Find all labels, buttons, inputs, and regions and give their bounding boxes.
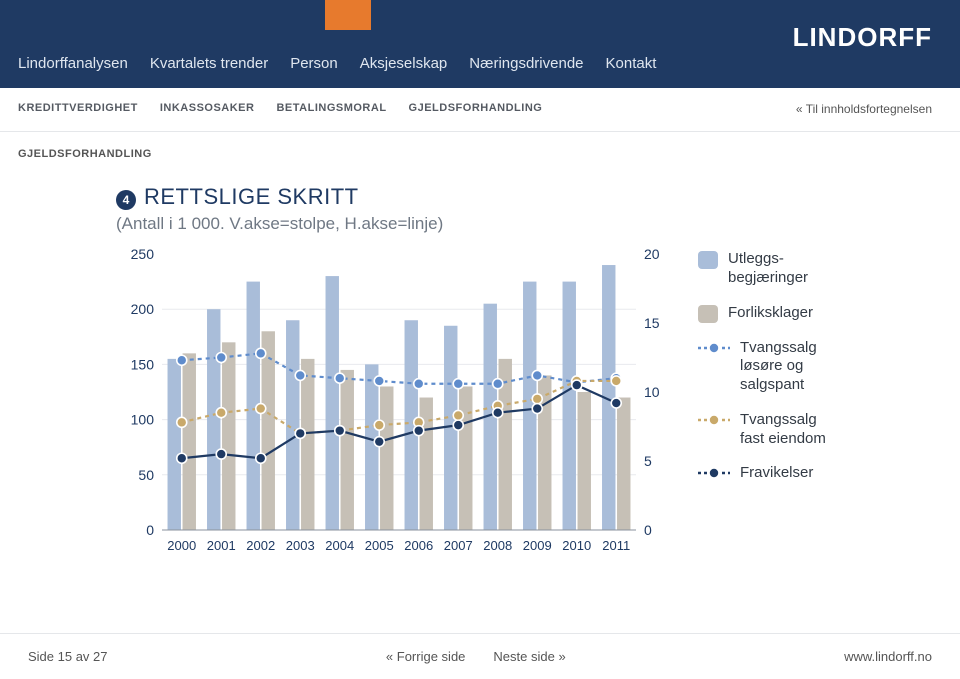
svg-text:2008: 2008 bbox=[483, 538, 512, 553]
legend-label: Tvangssalg fast eiendom bbox=[740, 411, 826, 449]
main-content: 4 RETTSLIGE SKRITT (Antall i 1 000. V.ak… bbox=[0, 160, 960, 569]
toc-link[interactable]: « Til innholdsfortegnelsen bbox=[796, 102, 932, 116]
svg-text:10: 10 bbox=[644, 384, 660, 400]
prev-page-link[interactable]: « Forrige side bbox=[386, 649, 465, 664]
svg-text:2011: 2011 bbox=[602, 538, 630, 553]
svg-text:2010: 2010 bbox=[562, 538, 591, 553]
svg-text:0: 0 bbox=[644, 522, 652, 538]
chart-legend: Utleggs- begjæringer Forliksklager Tvangs… bbox=[698, 244, 826, 569]
rettslige-skritt-chart: 0 50 100 150 200 250 0 5 10 15 20 2000 2001 2002 2003 2… bbox=[116, 244, 676, 564]
svg-text:2005: 2005 bbox=[365, 538, 394, 553]
svg-text:2007: 2007 bbox=[444, 538, 473, 553]
brand-logo: LINDORFF bbox=[793, 22, 932, 53]
legend-label: Fravikelser bbox=[740, 464, 813, 483]
nav-item[interactable]: Person bbox=[290, 55, 338, 72]
main-nav: Lindorffanalysen Kvartalets trender Pers… bbox=[18, 55, 656, 72]
subnav-item[interactable]: GJELDSFORHANDLING bbox=[409, 102, 543, 114]
svg-text:20: 20 bbox=[644, 246, 660, 262]
legend-label: Tvangssalg løsøre og salgspant bbox=[740, 339, 817, 395]
legend-item: Tvangssalg løsøre og salgspant bbox=[698, 339, 826, 395]
legend-item: Tvangssalg fast eiendom bbox=[698, 411, 826, 449]
legend-swatch bbox=[698, 251, 718, 269]
legend-line-icon bbox=[698, 411, 730, 429]
svg-text:150: 150 bbox=[131, 356, 155, 372]
page-indicator: Side 15 av 27 bbox=[28, 649, 108, 664]
footer-url[interactable]: www.lindorff.no bbox=[844, 649, 932, 664]
section-subtitle: (Antall i 1 000. V.akse=stolpe, H.akse=l… bbox=[116, 214, 902, 234]
nav-item[interactable]: Næringsdrivende bbox=[469, 55, 583, 72]
svg-text:2002: 2002 bbox=[246, 538, 275, 553]
nav-item[interactable]: Aksjeselskap bbox=[360, 55, 448, 72]
nav-item[interactable]: Kontakt bbox=[606, 55, 657, 72]
chart-container: 0 50 100 150 200 250 0 5 10 15 20 2000 2001 2002 2003 2… bbox=[116, 244, 676, 569]
legend-item: Forliksklager bbox=[698, 304, 826, 323]
legend-label: Utleggs- begjæringer bbox=[728, 250, 808, 288]
subnav-item[interactable]: INKASSOSAKER bbox=[160, 102, 255, 114]
svg-text:15: 15 bbox=[644, 315, 660, 331]
nav-item[interactable]: Kvartalets trender bbox=[150, 55, 268, 72]
footer: Side 15 av 27 « Forrige side Neste side … bbox=[0, 633, 960, 679]
legend-line-icon bbox=[698, 464, 730, 482]
legend-line-icon bbox=[698, 339, 730, 357]
legend-item: Utleggs- begjæringer bbox=[698, 250, 826, 288]
svg-text:0: 0 bbox=[146, 522, 154, 538]
svg-text:100: 100 bbox=[131, 412, 155, 428]
legend-label: Forliksklager bbox=[728, 304, 813, 323]
svg-text:200: 200 bbox=[131, 301, 155, 317]
section-title: RETTSLIGE SKRITT bbox=[144, 184, 359, 210]
subnav-item[interactable]: BETALINGSMORAL bbox=[276, 102, 386, 114]
section-number-badge: 4 bbox=[116, 190, 136, 210]
svg-text:250: 250 bbox=[131, 246, 155, 262]
next-page-link[interactable]: Neste side » bbox=[493, 649, 565, 664]
legend-item: Fravikelser bbox=[698, 464, 826, 483]
svg-text:50: 50 bbox=[138, 467, 154, 483]
sub-nav: KREDITTVERDIGHET INKASSOSAKER BETALINGSM… bbox=[18, 102, 542, 114]
svg-text:2006: 2006 bbox=[404, 538, 433, 553]
svg-text:2004: 2004 bbox=[325, 538, 354, 553]
sub-nav-bar: KREDITTVERDIGHET INKASSOSAKER BETALINGSM… bbox=[0, 88, 960, 132]
svg-text:2003: 2003 bbox=[286, 538, 315, 553]
nav-item[interactable]: Lindorffanalysen bbox=[18, 55, 128, 72]
svg-text:5: 5 bbox=[644, 453, 652, 469]
subnav-item[interactable]: KREDITTVERDIGHET bbox=[18, 102, 138, 114]
svg-text:2009: 2009 bbox=[523, 538, 552, 553]
header: LINDORFF Lindorffanalysen Kvartalets tre… bbox=[0, 0, 960, 88]
accent-tab bbox=[325, 0, 371, 30]
legend-swatch bbox=[698, 305, 718, 323]
svg-text:2000: 2000 bbox=[167, 538, 196, 553]
breadcrumb: GJELDSFORHANDLING bbox=[0, 132, 960, 160]
svg-text:2001: 2001 bbox=[207, 538, 236, 553]
